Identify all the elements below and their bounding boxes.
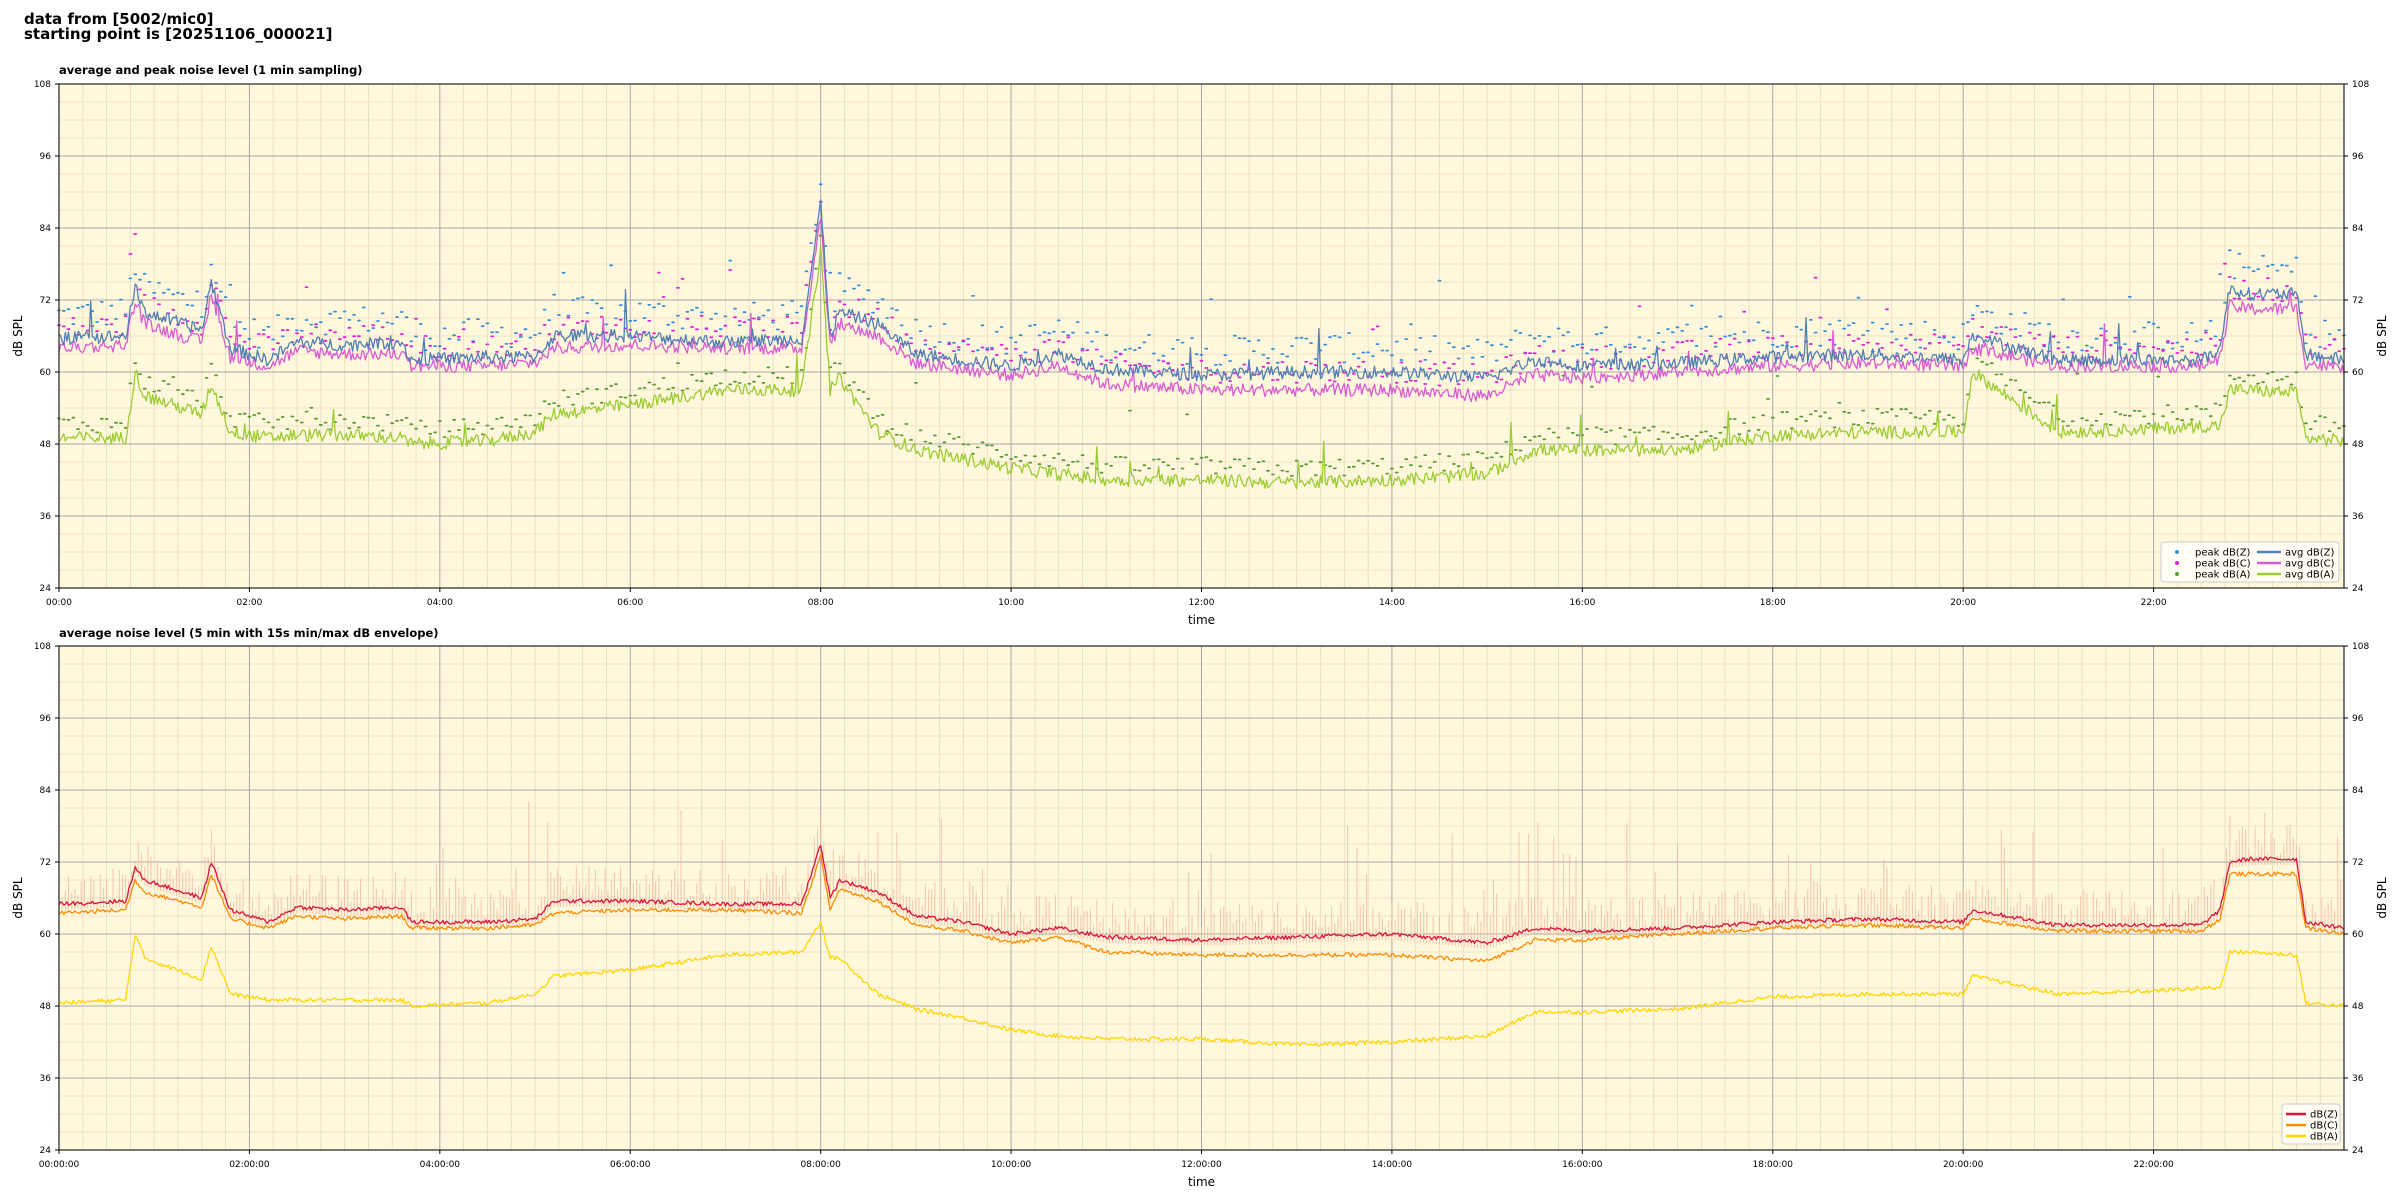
- y-tick-label-right: 96: [2352, 152, 2364, 162]
- series-line-3: [58, 920, 2345, 1047]
- y-tick-label: 24: [40, 584, 52, 594]
- y-tick-label-right: 84: [2352, 786, 2364, 796]
- x-tick-label: 08:00: [808, 598, 834, 608]
- y-tick-label: 48: [40, 440, 52, 450]
- x-tick-label: 06:00:00: [610, 1160, 651, 1170]
- x-tick-label: 02:00: [236, 598, 262, 608]
- x-tick-label: 16:00: [1569, 598, 1595, 608]
- x-tick-label: 14:00:00: [1372, 1160, 1413, 1170]
- y-tick-label: 96: [40, 714, 52, 724]
- x-tick-label: 14:00: [1379, 598, 1405, 608]
- y-axis-label-right: dB SPL: [2375, 877, 2389, 919]
- y-tick-label-right: 48: [2352, 440, 2364, 450]
- y-tick-label-right: 60: [2352, 368, 2364, 378]
- y-axis-label: dB SPL: [11, 315, 25, 357]
- panel-1: 24 24 36 36 48 48 60 60 72 72 84 84 96 96 108 108 00:00 0…: [11, 63, 2389, 627]
- y-tick-label-right: 84: [2352, 224, 2364, 234]
- x-axis-label: time: [1188, 613, 1215, 627]
- y-tick-label-right: 72: [2352, 858, 2363, 868]
- y-tick-label-right: 24: [2352, 1146, 2364, 1156]
- y-tick-label: 72: [40, 858, 51, 868]
- y-axis-label-right: dB SPL: [2375, 315, 2389, 357]
- series-line-2: [58, 218, 2345, 403]
- header-source: data from [5002/mic0]: [24, 10, 214, 28]
- y-tick-label: 96: [40, 152, 52, 162]
- y-tick-label: 72: [40, 296, 51, 306]
- y-tick-label-right: 24: [2352, 584, 2364, 594]
- legend: dB(Z)dB(C)dB(A): [2281, 1103, 2341, 1145]
- panel-title: average noise level (5 min with 15s min/…: [59, 626, 439, 640]
- panel-2: 24 24 36 36 48 48 60 60 72 72 84 84 96 96 108 108 00:00:…: [11, 626, 2389, 1189]
- y-tick-label-right: 36: [2352, 1074, 2364, 1084]
- panel-title: average and peak noise level (1 min samp…: [59, 63, 363, 77]
- y-tick-label-right: 72: [2352, 296, 2363, 306]
- y-tick-label: 60: [40, 930, 52, 940]
- y-tick-label: 84: [40, 786, 52, 796]
- x-tick-label: 20:00:00: [1943, 1160, 1984, 1170]
- y-axis-label: dB SPL: [11, 877, 25, 919]
- legend-label: avg dB(A): [2285, 570, 2335, 581]
- y-tick-label: 24: [40, 1146, 52, 1156]
- x-tick-label: 04:00:00: [420, 1160, 461, 1170]
- y-tick-label: 36: [40, 512, 52, 522]
- legend-label: dB(A): [2310, 1132, 2338, 1143]
- y-tick-label-right: 60: [2352, 930, 2364, 940]
- header-start: starting point is [20251106_000021]: [24, 25, 333, 43]
- legend-label: dB(C): [2310, 1121, 2338, 1132]
- x-tick-label: 06:00: [617, 598, 643, 608]
- legend-label: peak dB(C): [2195, 559, 2251, 570]
- series-line-3: [58, 245, 2345, 490]
- x-tick-label: 22:00: [2141, 598, 2167, 608]
- legend: peak dB(Z)peak dB(C)peak dB(A)avg dB(Z)a…: [2160, 541, 2340, 583]
- y-tick-label: 36: [40, 1074, 52, 1084]
- y-tick-label-right: 108: [2352, 642, 2369, 652]
- y-tick-label-right: 36: [2352, 512, 2364, 522]
- x-axis-label: time: [1188, 1175, 1215, 1189]
- y-tick-label: 108: [34, 642, 51, 652]
- legend-label: dB(Z): [2310, 1110, 2338, 1121]
- x-tick-label: 00:00:00: [39, 1160, 80, 1170]
- legend-marker: [2175, 561, 2179, 565]
- x-tick-label: 02:00:00: [229, 1160, 270, 1170]
- y-tick-label-right: 48: [2352, 1002, 2364, 1012]
- y-tick-label: 48: [40, 1002, 52, 1012]
- y-tick-label-right: 108: [2352, 80, 2369, 90]
- x-tick-label: 12:00:00: [1181, 1160, 1222, 1170]
- x-tick-label: 16:00:00: [1562, 1160, 1603, 1170]
- y-tick-label: 84: [40, 224, 52, 234]
- x-tick-label: 10:00:00: [991, 1160, 1032, 1170]
- series-line-1: [58, 199, 2345, 383]
- legend-label: peak dB(A): [2195, 570, 2251, 581]
- legend-marker: [2175, 572, 2179, 576]
- x-tick-label: 00:00: [46, 598, 72, 608]
- x-tick-label: 20:00: [1950, 598, 1976, 608]
- x-tick-label: 22:00:00: [2133, 1160, 2174, 1170]
- x-tick-label: 18:00: [1760, 598, 1786, 608]
- x-tick-label: 04:00: [427, 598, 453, 608]
- x-tick-label: 10:00: [998, 598, 1024, 608]
- y-tick-label: 60: [40, 368, 52, 378]
- legend-marker: [2175, 550, 2179, 554]
- legend-box: [2160, 541, 2340, 583]
- x-tick-label: 12:00: [1189, 598, 1215, 608]
- legend-label: avg dB(C): [2285, 559, 2335, 570]
- series-line-2: [58, 853, 2345, 963]
- legend-label: avg dB(Z): [2285, 548, 2335, 559]
- y-tick-label-right: 96: [2352, 714, 2364, 724]
- y-tick-label: 108: [34, 80, 51, 90]
- legend-label: peak dB(Z): [2195, 548, 2251, 559]
- x-tick-label: 18:00:00: [1753, 1160, 1794, 1170]
- x-tick-label: 08:00:00: [800, 1160, 841, 1170]
- series-line-1: [58, 844, 2345, 945]
